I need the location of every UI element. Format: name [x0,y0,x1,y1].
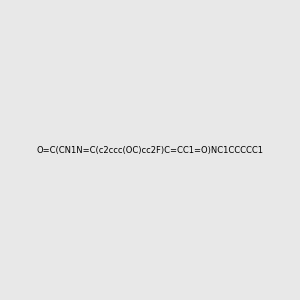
Text: O=C(CN1N=C(c2ccc(OC)cc2F)C=CC1=O)NC1CCCCC1: O=C(CN1N=C(c2ccc(OC)cc2F)C=CC1=O)NC1CCCC… [37,146,263,154]
